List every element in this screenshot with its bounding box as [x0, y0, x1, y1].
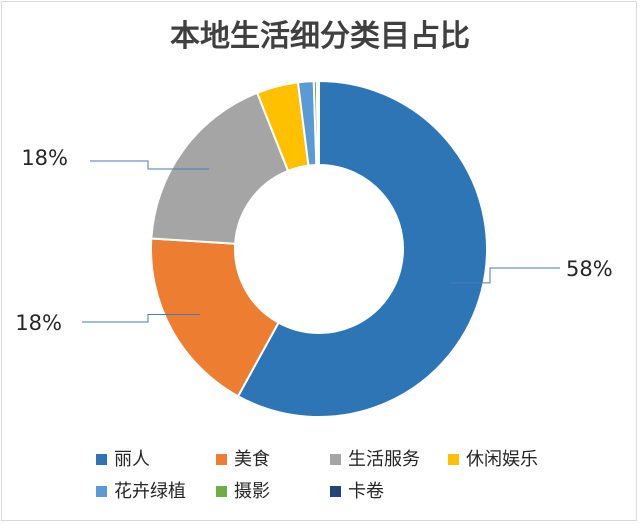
legend-item-2: 美食: [216, 449, 270, 470]
legend-item-1: 丽人: [96, 449, 150, 470]
legend-swatch-5: [96, 486, 107, 497]
legend-label-6: 摄影: [234, 481, 270, 502]
leader-lines-group: [82, 160, 560, 323]
legend-swatch-1: [96, 454, 107, 465]
legend-swatch-3: [330, 454, 341, 465]
legend-label-5: 花卉绿植: [114, 481, 186, 502]
legend-label-4: 休闲娱乐: [466, 449, 538, 470]
data-labels-group: 58% 18% 18%: [15, 146, 612, 335]
legend-label-7: 卡卷: [348, 481, 384, 502]
slice-7: [315, 79, 320, 167]
legend-item-4: 休闲娱乐: [448, 449, 538, 470]
slice-1: [236, 79, 488, 418]
legend-label-1: 丽人: [114, 449, 150, 470]
legend-item-7: 卡卷: [330, 481, 384, 502]
leader-line-1: [450, 267, 560, 284]
data-label-2: 18%: [15, 311, 62, 335]
data-label-3: 18%: [21, 146, 68, 170]
leader-line-3: [90, 160, 209, 170]
data-label-1: 58%: [566, 257, 613, 281]
leader-line-2: [82, 314, 200, 323]
legend-swatch-4: [448, 454, 459, 465]
legend-swatch-2: [216, 454, 227, 465]
slices-group: [150, 79, 488, 418]
chart-title: 本地生活细分类目占比: [170, 19, 470, 54]
slice-3: [150, 91, 290, 245]
legend-swatch-6: [216, 486, 227, 497]
legend-item-5: 花卉绿植: [96, 481, 186, 502]
legend-item-6: 摄影: [216, 481, 270, 502]
legend-item-3: 生活服务: [330, 449, 420, 470]
legend-swatch-7: [330, 486, 341, 497]
slice-2: [150, 237, 280, 398]
legend-label-3: 生活服务: [348, 449, 420, 470]
legend-label-2: 美食: [234, 449, 270, 470]
